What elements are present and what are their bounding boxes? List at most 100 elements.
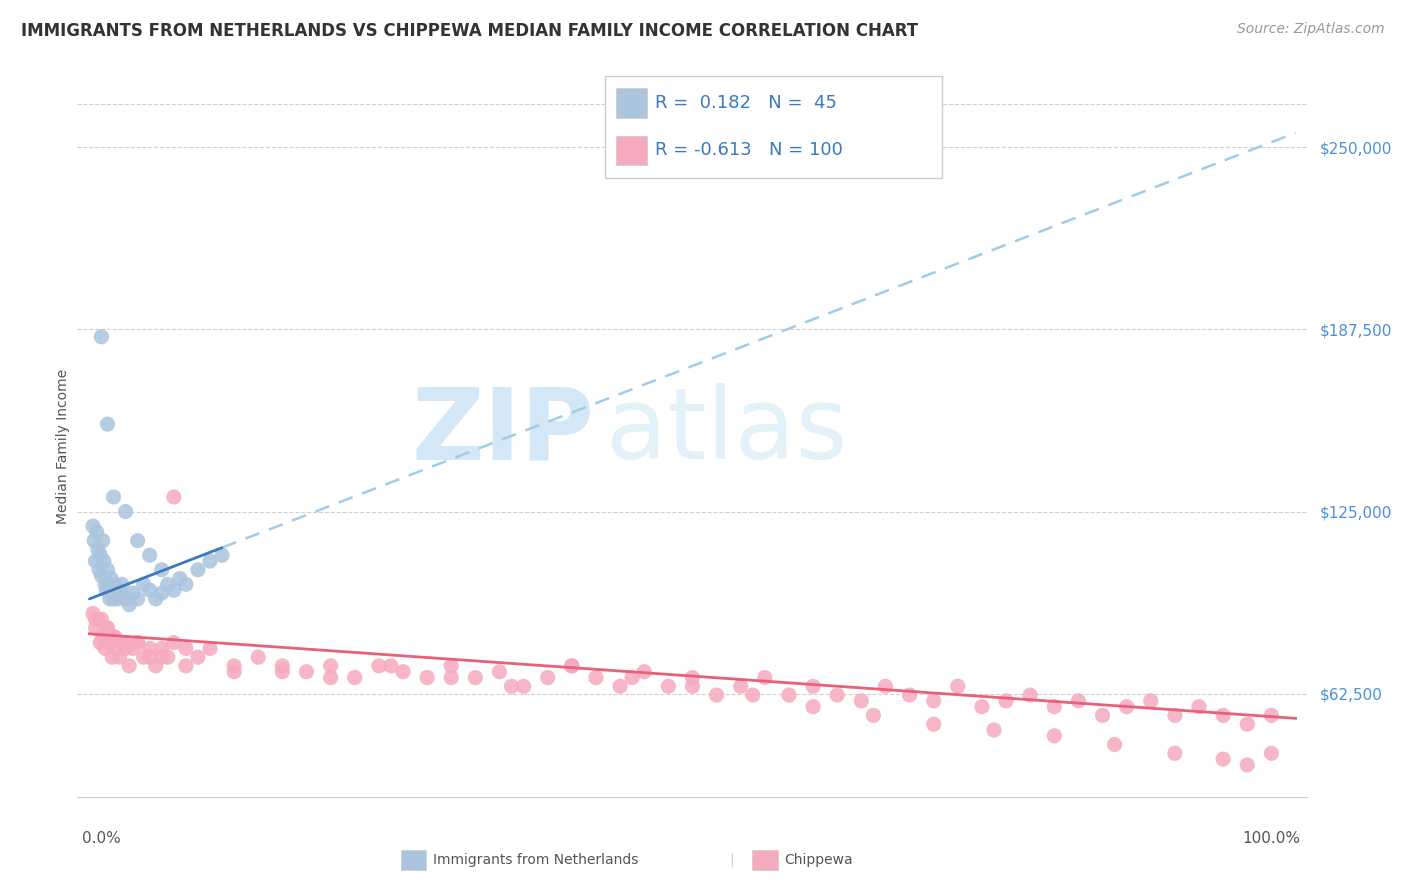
Point bbox=[132, 650, 155, 665]
Point bbox=[96, 583, 118, 598]
Point bbox=[96, 621, 118, 635]
Point bbox=[343, 671, 366, 685]
Point bbox=[922, 694, 945, 708]
Point bbox=[754, 671, 776, 685]
Point bbox=[801, 679, 824, 693]
Point bbox=[87, 563, 110, 577]
Point bbox=[224, 659, 246, 673]
Point bbox=[1236, 758, 1258, 772]
Point bbox=[127, 635, 149, 649]
Point bbox=[187, 563, 209, 577]
Point bbox=[108, 650, 131, 665]
Point bbox=[96, 417, 118, 432]
Point bbox=[127, 533, 149, 548]
Point bbox=[995, 694, 1018, 708]
Point bbox=[970, 699, 993, 714]
Point bbox=[1139, 694, 1161, 708]
Point bbox=[104, 630, 127, 644]
Point bbox=[114, 641, 136, 656]
Point bbox=[111, 635, 134, 649]
Point bbox=[440, 671, 463, 685]
Point bbox=[922, 717, 945, 731]
Point bbox=[103, 490, 125, 504]
Point bbox=[367, 659, 389, 673]
Point bbox=[118, 598, 141, 612]
Point bbox=[138, 583, 160, 598]
Point bbox=[111, 577, 134, 591]
Point bbox=[101, 650, 124, 665]
Point bbox=[875, 679, 897, 693]
Point bbox=[132, 577, 155, 591]
Text: 100.0%: 100.0% bbox=[1243, 831, 1301, 846]
Point bbox=[621, 671, 644, 685]
Point bbox=[114, 504, 136, 518]
Point bbox=[174, 641, 197, 656]
Point bbox=[1115, 699, 1137, 714]
Point bbox=[682, 671, 704, 685]
Point bbox=[561, 659, 583, 673]
Point bbox=[825, 688, 848, 702]
Point bbox=[150, 563, 173, 577]
Point bbox=[127, 635, 149, 649]
Point bbox=[295, 665, 318, 679]
Point bbox=[416, 671, 439, 685]
Point bbox=[1164, 746, 1187, 760]
Point bbox=[100, 572, 122, 586]
Text: R =  0.182   N =  45: R = 0.182 N = 45 bbox=[655, 94, 837, 112]
Point bbox=[96, 621, 118, 635]
Point bbox=[1260, 746, 1282, 760]
Point bbox=[862, 708, 884, 723]
Point bbox=[741, 688, 763, 702]
Point bbox=[706, 688, 728, 702]
Point bbox=[82, 607, 104, 621]
Point bbox=[198, 554, 221, 568]
Point bbox=[94, 641, 117, 656]
Point bbox=[104, 577, 127, 591]
Point bbox=[1091, 708, 1114, 723]
Point bbox=[247, 650, 270, 665]
Point bbox=[946, 679, 969, 693]
Text: atlas: atlas bbox=[606, 384, 848, 480]
Text: R = -0.613   N = 100: R = -0.613 N = 100 bbox=[655, 141, 844, 159]
Point bbox=[464, 671, 486, 685]
Point bbox=[224, 665, 246, 679]
Point bbox=[105, 591, 128, 606]
Point bbox=[585, 671, 607, 685]
Point bbox=[103, 591, 125, 606]
Point bbox=[104, 586, 127, 600]
Point bbox=[97, 577, 120, 591]
Point bbox=[1188, 699, 1211, 714]
Point bbox=[103, 630, 125, 644]
Point bbox=[91, 533, 114, 548]
Point bbox=[682, 679, 704, 693]
Point bbox=[1212, 708, 1234, 723]
Point bbox=[1212, 752, 1234, 766]
Point bbox=[633, 665, 655, 679]
Point bbox=[84, 554, 107, 568]
Point bbox=[211, 548, 233, 562]
Point bbox=[145, 591, 167, 606]
Point bbox=[1164, 708, 1187, 723]
Point bbox=[174, 577, 197, 591]
Point bbox=[114, 591, 136, 606]
Point bbox=[145, 659, 167, 673]
Text: IMMIGRANTS FROM NETHERLANDS VS CHIPPEWA MEDIAN FAMILY INCOME CORRELATION CHART: IMMIGRANTS FROM NETHERLANDS VS CHIPPEWA … bbox=[21, 22, 918, 40]
Point bbox=[609, 679, 631, 693]
Point bbox=[1043, 729, 1066, 743]
Point bbox=[512, 679, 534, 693]
Point bbox=[138, 548, 160, 562]
Point bbox=[82, 519, 104, 533]
Point bbox=[898, 688, 921, 702]
Point bbox=[90, 330, 112, 344]
Point bbox=[501, 679, 523, 693]
Point bbox=[778, 688, 800, 702]
Point bbox=[118, 659, 141, 673]
Text: Source: ZipAtlas.com: Source: ZipAtlas.com bbox=[1237, 22, 1385, 37]
Point bbox=[163, 583, 186, 598]
Point bbox=[90, 612, 112, 626]
Point bbox=[89, 548, 111, 562]
Point bbox=[84, 621, 107, 635]
Point bbox=[440, 659, 463, 673]
Point bbox=[108, 583, 131, 598]
Point bbox=[271, 665, 294, 679]
